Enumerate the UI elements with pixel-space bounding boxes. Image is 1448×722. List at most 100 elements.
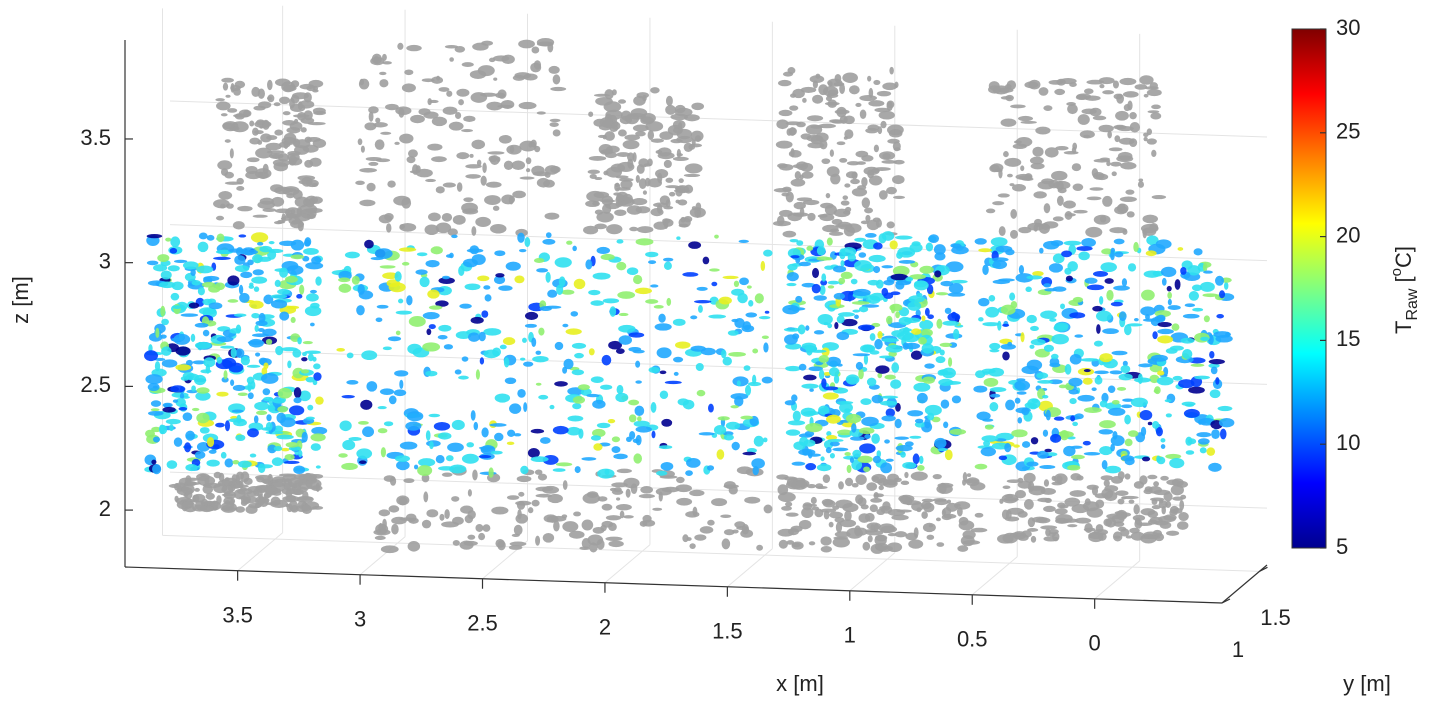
point-cluster <box>1151 505 1161 510</box>
point-cluster <box>150 400 162 407</box>
point-cluster <box>998 455 1008 461</box>
point-cluster <box>1157 321 1172 328</box>
point-cluster <box>880 462 893 474</box>
point-cluster <box>549 404 555 410</box>
point-cluster <box>616 468 632 474</box>
point-cluster <box>655 487 672 496</box>
point-cluster <box>355 180 365 186</box>
point-cluster <box>482 162 487 174</box>
point-cluster <box>1143 132 1149 138</box>
point-cluster <box>1127 100 1133 111</box>
point-cluster <box>798 448 816 456</box>
point-cluster <box>1029 344 1035 349</box>
point-cluster <box>1043 479 1050 487</box>
point-cluster <box>1037 379 1054 384</box>
grid-line <box>169 224 1268 262</box>
point-cluster <box>421 473 430 483</box>
point-cluster <box>640 486 654 494</box>
point-cluster <box>845 413 862 424</box>
point-cluster <box>858 368 864 380</box>
point-cluster <box>605 536 623 541</box>
point-cluster <box>934 437 947 449</box>
point-cluster <box>960 535 975 547</box>
point-cluster <box>629 430 636 440</box>
point-cluster <box>416 252 428 257</box>
point-cluster <box>206 459 220 467</box>
point-cluster <box>1014 490 1027 499</box>
point-cluster <box>836 331 850 341</box>
point-cluster <box>161 359 178 368</box>
point-cluster <box>1196 432 1212 438</box>
point-cluster <box>1149 82 1158 90</box>
point-cluster <box>311 256 322 265</box>
point-cluster <box>1004 516 1020 522</box>
point-cluster <box>233 313 247 317</box>
point-cluster <box>1133 318 1139 322</box>
point-cluster <box>1178 512 1189 522</box>
point-cluster <box>1043 283 1052 288</box>
point-cluster <box>1183 408 1200 418</box>
point-cluster <box>663 206 674 210</box>
point-cluster <box>1169 457 1185 469</box>
point-cluster <box>455 331 472 340</box>
point-cluster <box>861 197 871 209</box>
point-cluster <box>617 291 636 299</box>
point-cluster <box>604 89 614 100</box>
point-cluster <box>676 476 685 484</box>
point-cluster <box>818 369 825 380</box>
point-cluster <box>1086 196 1102 201</box>
point-cluster <box>876 450 882 458</box>
point-cluster <box>1074 517 1092 524</box>
point-cluster <box>921 343 934 354</box>
point-cluster <box>609 124 619 132</box>
point-cluster <box>813 330 825 335</box>
point-cluster <box>909 435 922 439</box>
colorbar-tick-label: 10 <box>1336 430 1360 455</box>
point-cluster <box>427 212 441 222</box>
grid-line <box>169 471 1268 509</box>
point-cluster <box>764 310 770 314</box>
point-cluster <box>555 462 573 467</box>
point-cluster <box>876 508 886 516</box>
point-cluster <box>357 284 365 295</box>
point-cluster <box>1040 310 1058 320</box>
point-cluster <box>1152 421 1160 429</box>
point-cluster <box>261 367 268 376</box>
point-cluster <box>216 233 225 243</box>
point-cluster <box>461 356 469 362</box>
point-cluster <box>807 212 816 221</box>
point-cluster <box>650 207 664 217</box>
colorbar-tick-label: 5 <box>1336 534 1348 559</box>
point-cluster <box>426 509 439 518</box>
y-axis-label: y [m] <box>1343 671 1391 696</box>
point-cluster <box>549 118 561 123</box>
point-cluster <box>997 320 1002 331</box>
point-cluster <box>1110 301 1123 307</box>
point-cluster <box>279 96 291 105</box>
point-cluster <box>527 507 534 514</box>
point-cluster <box>360 399 373 410</box>
point-cluster <box>665 177 674 183</box>
point-cluster <box>909 274 927 280</box>
point-cluster <box>533 257 545 264</box>
point-cluster <box>523 361 534 367</box>
point-cluster <box>1048 263 1063 273</box>
point-cluster <box>161 318 169 326</box>
point-cluster <box>881 415 896 422</box>
point-cluster <box>1048 529 1059 535</box>
point-cluster <box>790 178 806 187</box>
point-cluster <box>601 148 613 154</box>
point-cluster <box>898 259 916 264</box>
point-cluster <box>144 350 159 362</box>
colorbar-unit-close: C] <box>1391 246 1416 268</box>
point-cluster <box>890 379 902 389</box>
point-cluster <box>252 214 268 218</box>
x-axis-label: x [m] <box>776 671 824 696</box>
point-cluster <box>982 418 994 422</box>
point-cluster <box>380 527 387 535</box>
point-cluster <box>808 366 823 372</box>
point-cluster <box>273 162 289 172</box>
point-cluster <box>469 153 474 158</box>
point-cluster <box>1208 462 1222 472</box>
point-cluster <box>683 173 701 178</box>
